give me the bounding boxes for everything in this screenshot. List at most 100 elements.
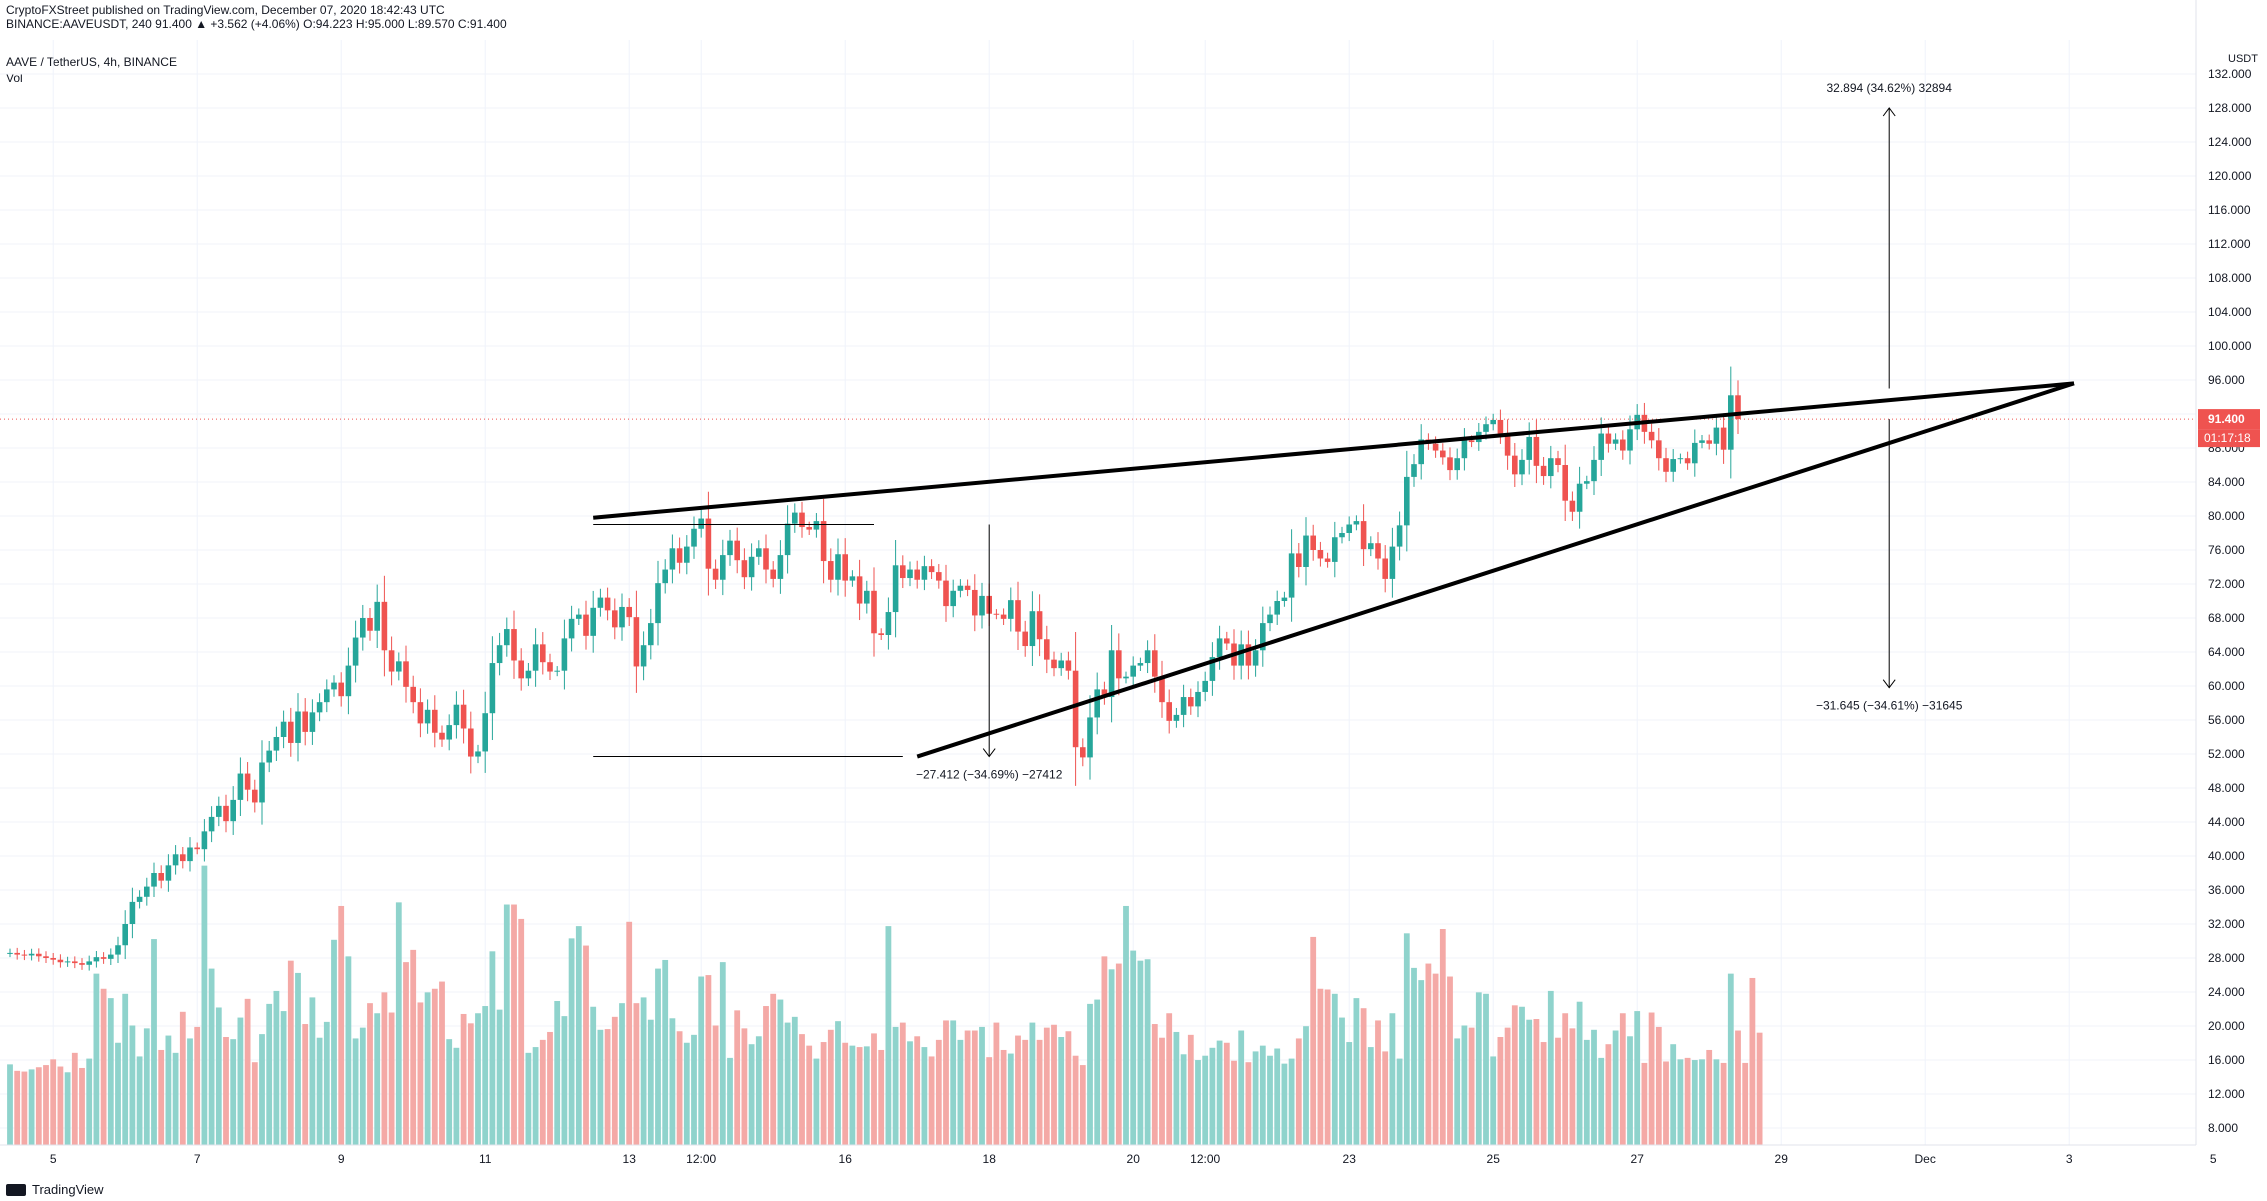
candle-body [547,662,553,672]
candle-body [1418,439,1424,465]
candle-body [1375,543,1381,559]
candle-body [712,568,719,580]
candle-body [1238,644,1244,666]
volume-bar [7,1064,13,1145]
candle-body [734,540,740,561]
y-tick-label: 32.000 [2208,917,2245,931]
volume-bar [655,968,661,1145]
volume-bar [964,1030,971,1145]
volume-bar [1043,1027,1050,1145]
candle-body [1015,600,1021,632]
candle-body [1072,670,1079,748]
tradingview-logo-icon [6,1183,26,1196]
candle-body [79,963,85,965]
volume-bar [1403,933,1410,1145]
candle-body [259,762,265,803]
candle-body [21,954,28,956]
volume-bar [1519,1006,1525,1145]
volume-bar [172,1052,179,1145]
volume-bar [698,976,705,1145]
volume-bar [331,939,337,1145]
candle-body [928,566,935,573]
candle-body [1173,714,1180,721]
x-tick-label: 18 [983,1152,997,1166]
y-tick-label: 40.000 [2208,849,2245,863]
volume-bar [1483,993,1489,1145]
volume-bar [907,1041,913,1145]
volume-bar [309,997,316,1145]
measure-arrow [1882,107,1896,117]
volume-bar [647,1019,654,1145]
candle-body [93,957,100,962]
candle-body [1447,457,1453,471]
volume-bar [1540,1042,1547,1145]
candle-body [1728,395,1734,450]
candle-body [1576,483,1583,512]
volume-bar [496,1009,503,1145]
candle-body [878,633,884,635]
volume-bar [1238,1030,1245,1145]
x-tick-label: 13 [623,1152,637,1166]
volume-bar [1562,1013,1569,1145]
candle-body [1108,650,1115,698]
volume-bar [575,926,582,1145]
y-tick-label: 100.000 [2208,339,2252,353]
candle-body [57,959,64,963]
candle-body [1368,543,1374,550]
candle-body [1389,546,1396,579]
volume-bar [1627,1036,1633,1145]
candle-body [1670,459,1676,472]
volume-bar [410,949,417,1145]
candle-body [489,663,496,714]
candle-body [1051,659,1057,669]
volume-bar [611,1016,618,1145]
y-tick-label: 16.000 [2208,1053,2245,1067]
volume-bar [431,988,438,1145]
volume-bar [1029,1022,1036,1145]
volume-bar [813,1058,820,1145]
volume-bar [1151,1024,1158,1145]
candle-body [50,958,56,960]
volume-bar [1022,1039,1029,1145]
y-tick-label: 124.000 [2208,135,2252,149]
volume-bar [727,1057,733,1145]
candle-body [1123,676,1129,679]
candle-body [943,580,949,607]
tradingview-logo[interactable]: TradingView [6,1182,104,1197]
volume-bar [403,962,409,1145]
candle-body [1562,465,1568,501]
candle-body [288,721,294,743]
price-scale-bg [2196,0,2267,1201]
volume-bar [1051,1024,1057,1145]
candle-body [295,711,301,743]
volume-bar [1130,950,1137,1145]
candle-body [230,799,236,822]
candle-body [208,816,215,832]
volume-bar [683,1042,690,1145]
candle-body [957,585,964,591]
x-tick-label: 16 [839,1152,853,1166]
volume-bar [1058,1037,1065,1145]
volume-bar [280,1011,287,1145]
candle-body [158,873,164,881]
candle-body [1404,476,1410,526]
volume-bar [518,918,525,1145]
candle-body [1533,436,1540,466]
volume-bar [1303,1026,1309,1145]
volume-bar [892,1026,899,1145]
candle-body [561,638,568,671]
candle-body [309,712,316,732]
y-tick-label: 36.000 [2208,883,2245,897]
candle-body [640,645,647,667]
candle-body [1656,440,1662,459]
volume-bar [251,1062,258,1145]
candle-body [1360,521,1367,550]
volume-bar [1094,999,1101,1145]
candle-body [914,569,920,580]
volume-bar [885,926,892,1145]
volume-bar [107,998,114,1145]
candle-body [482,713,488,752]
candle-body [756,548,762,557]
volume-bar [1583,1039,1590,1145]
